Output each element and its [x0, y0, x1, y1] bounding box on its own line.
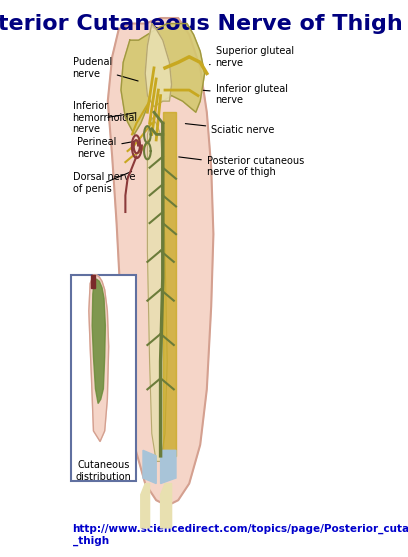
- Polygon shape: [121, 23, 204, 134]
- Polygon shape: [108, 18, 213, 506]
- Polygon shape: [143, 450, 156, 483]
- Polygon shape: [163, 112, 176, 456]
- Text: Perineal
nerve: Perineal nerve: [77, 138, 134, 159]
- Text: Superior gluteal
nerve: Superior gluteal nerve: [210, 46, 294, 67]
- Text: Posterior Cutaneous Nerve of Thigh: Posterior Cutaneous Nerve of Thigh: [0, 13, 403, 33]
- Polygon shape: [141, 483, 150, 528]
- Polygon shape: [161, 483, 172, 528]
- Text: Dorsal nerve
of penis: Dorsal nerve of penis: [73, 172, 135, 194]
- Polygon shape: [161, 450, 176, 483]
- Text: Pudenal
nerve: Pudenal nerve: [73, 57, 138, 81]
- Text: Inferior
hemorrhoidal
nerve: Inferior hemorrhoidal nerve: [73, 101, 137, 134]
- Text: Posterior cutaneous
nerve of thigh: Posterior cutaneous nerve of thigh: [179, 156, 304, 177]
- Polygon shape: [145, 23, 172, 107]
- Text: Sciatic nerve: Sciatic nerve: [185, 124, 275, 135]
- Text: http://www.sciencedirect.com/topics/page/Posterior_cutaneous_nerve_of
_thigh: http://www.sciencedirect.com/topics/page…: [73, 524, 408, 546]
- Text: Inferior gluteal
nerve: Inferior gluteal nerve: [203, 84, 288, 105]
- Polygon shape: [147, 118, 167, 461]
